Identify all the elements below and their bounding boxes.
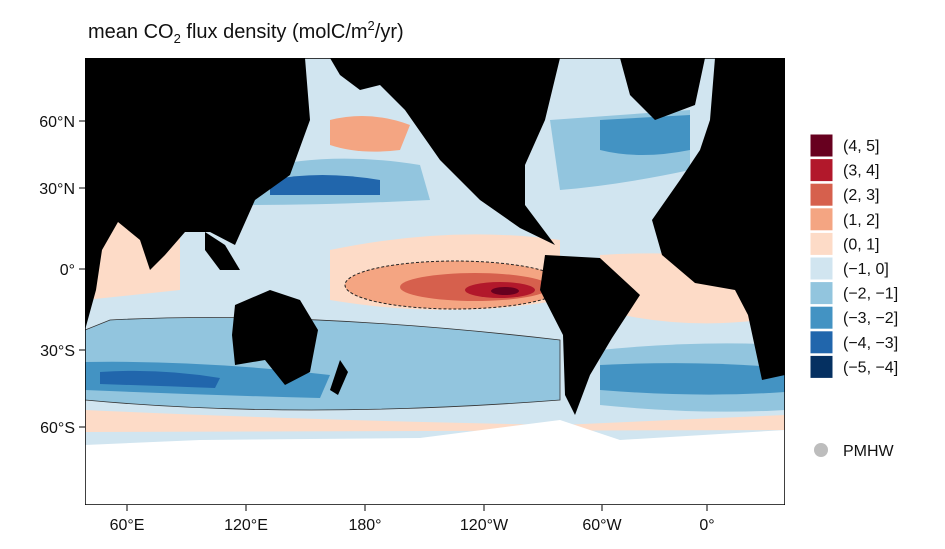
land bbox=[85, 58, 310, 330]
x-tick-label: 180° bbox=[348, 517, 381, 534]
legend-label: (−3, −2] bbox=[843, 310, 898, 327]
legend-swatch bbox=[809, 231, 834, 256]
land bbox=[330, 360, 348, 395]
land bbox=[652, 58, 785, 380]
legend-swatch bbox=[809, 207, 834, 232]
title-sup: 2 bbox=[368, 18, 375, 33]
x-tick-label: 60°W bbox=[582, 517, 622, 534]
region bbox=[100, 370, 220, 388]
legend-label: (−1, 0] bbox=[843, 261, 889, 278]
legend-label: (2, 3] bbox=[843, 187, 879, 204]
x-tick-label: 60°E bbox=[110, 517, 145, 534]
region bbox=[491, 287, 519, 295]
legend-swatch bbox=[809, 330, 834, 355]
legend-marker bbox=[814, 443, 828, 457]
region bbox=[600, 115, 690, 155]
legend-swatch bbox=[809, 133, 834, 158]
legend-swatch bbox=[809, 182, 834, 207]
title-part: flux density (molC/m bbox=[181, 21, 368, 43]
legend-marker-label: PMHW bbox=[843, 443, 895, 460]
x-tick-label: 120°E bbox=[224, 517, 268, 534]
legend-label: (3, 4] bbox=[843, 163, 879, 180]
period-label: 1985–2017 bbox=[687, 470, 752, 485]
legend-swatch bbox=[809, 158, 834, 183]
legend-label: (−2, −1] bbox=[843, 286, 898, 303]
legend-label: (4, 5] bbox=[843, 138, 879, 155]
land bbox=[620, 58, 705, 120]
x-tick-label: 120°W bbox=[460, 517, 509, 534]
legend-swatch bbox=[809, 305, 834, 330]
y-tick-label: 60°S bbox=[40, 420, 75, 437]
region bbox=[330, 116, 410, 152]
land bbox=[540, 255, 640, 415]
title-sub: 2 bbox=[174, 31, 181, 46]
legend-label: (−4, −3] bbox=[843, 335, 898, 352]
y-tick-label: 30°S bbox=[40, 343, 75, 360]
title: mean CO2 flux density (molC/m2/yr) bbox=[88, 18, 404, 46]
region bbox=[85, 410, 785, 432]
land bbox=[330, 58, 560, 245]
title-part: /yr) bbox=[375, 21, 404, 43]
legend-swatch bbox=[809, 256, 834, 281]
region bbox=[270, 175, 380, 195]
legend-label: (−5, −4] bbox=[843, 359, 898, 376]
land-ice bbox=[85, 420, 785, 505]
y-tick-label: 60°N bbox=[39, 114, 75, 131]
land bbox=[205, 232, 240, 270]
map bbox=[85, 58, 785, 505]
x-tick-label: 0° bbox=[699, 517, 714, 534]
legend-swatch bbox=[809, 354, 834, 379]
land bbox=[232, 290, 318, 385]
y-tick-label: 30°N bbox=[39, 181, 75, 198]
legend-label: (1, 2] bbox=[843, 212, 879, 229]
legend-swatch bbox=[809, 281, 834, 306]
legend-label: (0, 1] bbox=[843, 236, 879, 253]
y-tick-label: 0° bbox=[60, 262, 75, 279]
region bbox=[600, 363, 785, 395]
title-part: mean CO bbox=[88, 21, 174, 43]
